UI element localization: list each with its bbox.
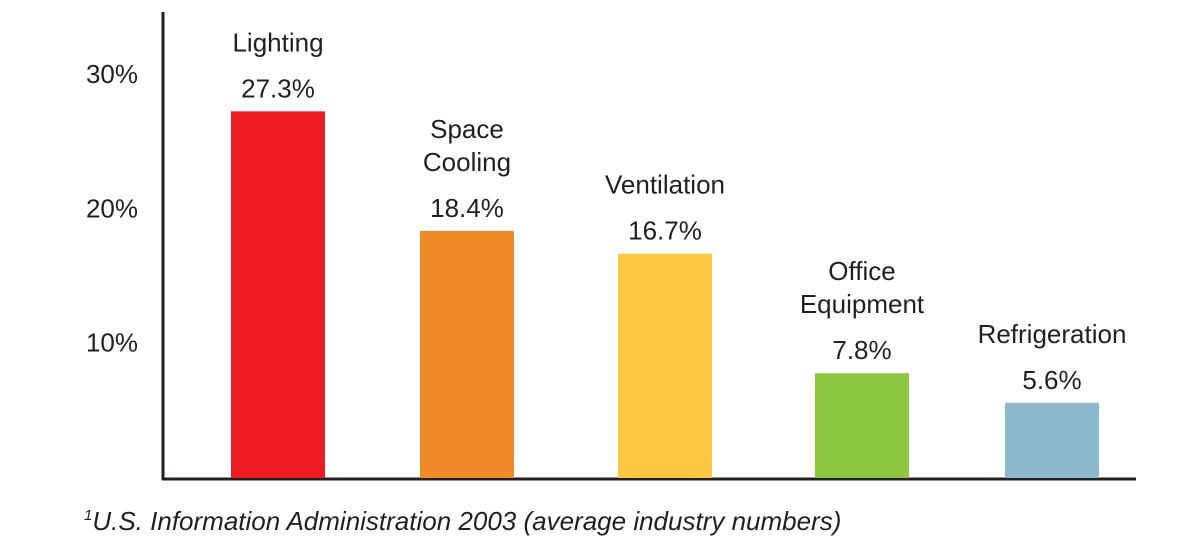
bar-office-equipment xyxy=(815,373,909,478)
category-label: Lighting xyxy=(232,27,323,57)
y-tick-label: 10% xyxy=(86,328,138,358)
y-tick-label: 30% xyxy=(86,59,138,89)
bar-lighting xyxy=(231,111,325,479)
category-label: Equipment xyxy=(800,289,925,319)
bar-space-cooling xyxy=(420,230,514,478)
value-label: 18.4% xyxy=(430,193,504,223)
category-label: Space xyxy=(430,114,504,144)
value-label: 27.3% xyxy=(241,73,315,103)
bar-chart: 10% 20% 30% 27.3% Lighting 18.4% SpaceCooling… xyxy=(86,12,1136,481)
footnote-text: U.S. Information Administration 2003 (av… xyxy=(92,506,842,536)
source-footnote: 1U.S. Information Administration 2003 (a… xyxy=(84,506,841,537)
value-label: 16.7% xyxy=(628,216,702,246)
bar-ventilation xyxy=(618,253,712,478)
y-tick-label: 20% xyxy=(86,193,138,223)
category-label: Refrigeration xyxy=(978,319,1127,349)
footnote-marker: 1 xyxy=(84,507,93,524)
bar-refrigeration xyxy=(1005,402,1099,478)
value-label: 7.8% xyxy=(832,335,891,365)
value-label: 5.6% xyxy=(1022,365,1081,395)
category-label: Ventilation xyxy=(605,170,725,200)
category-label: Cooling xyxy=(423,147,511,177)
category-label: Office xyxy=(828,256,895,286)
